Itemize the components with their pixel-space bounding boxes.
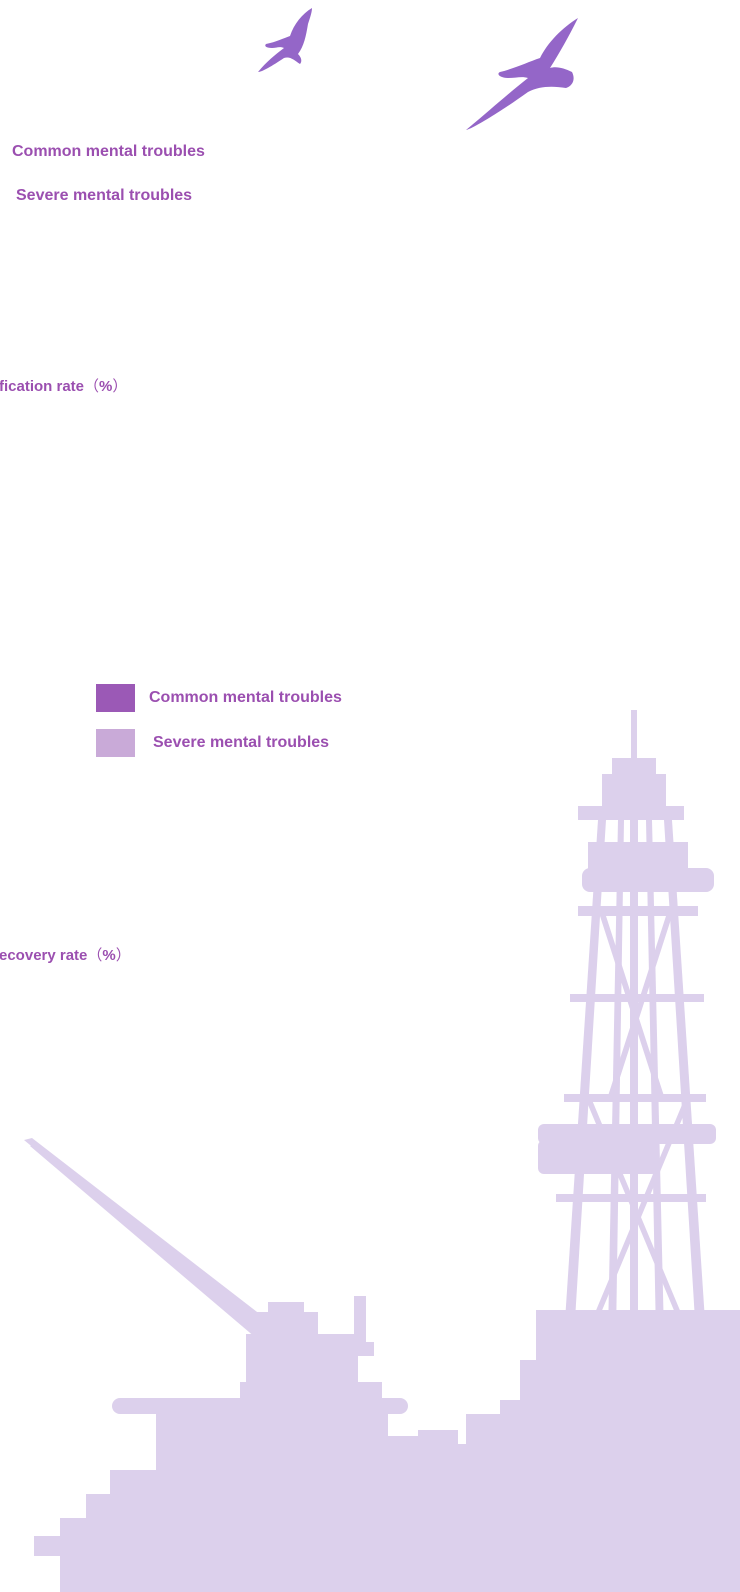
y-axis-title: ecovery rate（%） (0, 947, 131, 964)
legend-label-common: Common mental troubles (149, 689, 342, 706)
y-axis-unit: % (99, 378, 113, 395)
y-axis-title-text: ecovery rate (0, 947, 88, 964)
oil-rig-icon (24, 710, 740, 1592)
legend-label-severe: Severe mental troubles (16, 187, 193, 204)
legend-label-common: Common mental troubles (12, 143, 205, 160)
seagull-icon (466, 18, 578, 130)
y-axis-title-text: fication rate (0, 378, 85, 395)
legend-label-severe: Severe mental troubles (153, 734, 330, 751)
legend-swatch-common (96, 684, 135, 712)
y-axis-unit: % (102, 947, 116, 964)
y-axis-title: fication rate（%） (0, 378, 128, 395)
legend-swatch-severe (96, 729, 135, 757)
seagull-icon (258, 8, 312, 72)
